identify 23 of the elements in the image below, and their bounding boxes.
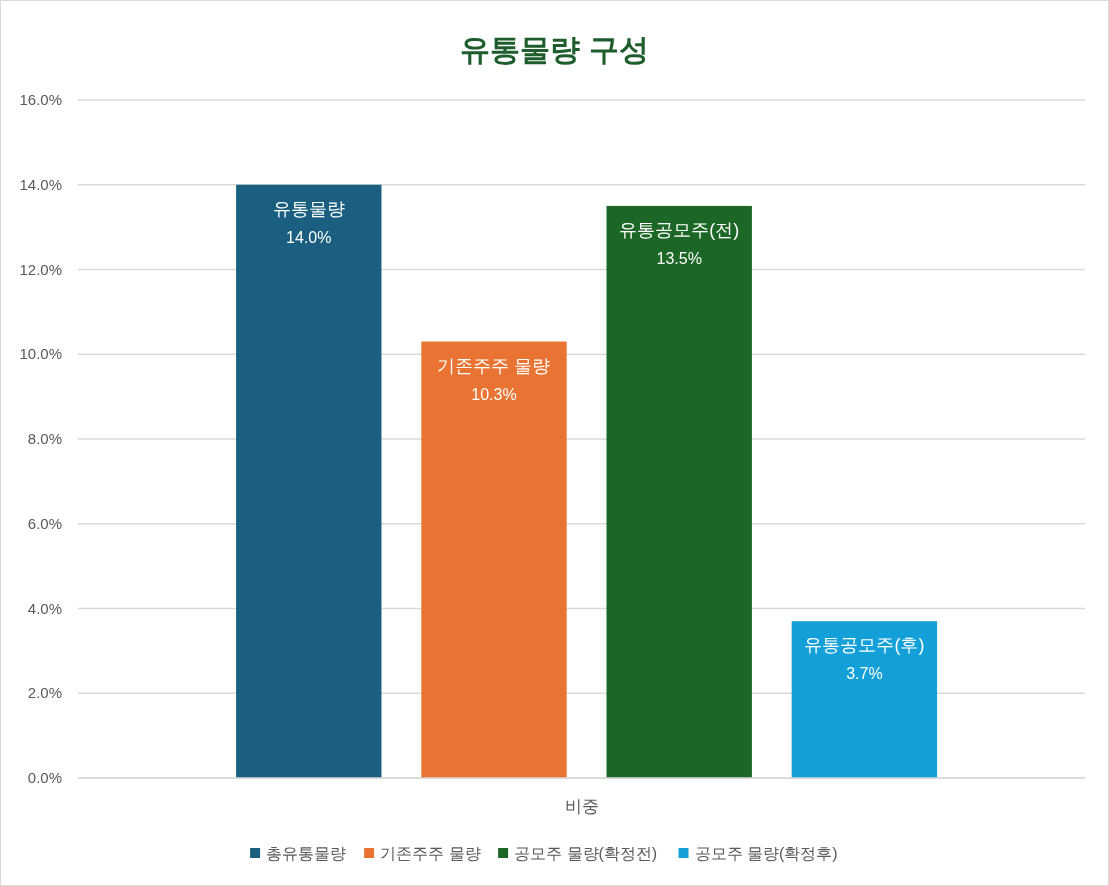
data-label: 유통공모주(후) 3.7% — [804, 635, 925, 683]
y-tick-label: 10.0% — [19, 345, 62, 363]
y-tick-label: 16.0% — [19, 91, 62, 108]
legend-label: 기존주주 물량 — [380, 845, 481, 862]
y-tick-label: 8.0% — [27, 430, 62, 447]
legend-label: 총유통물량 — [266, 845, 347, 862]
bar — [606, 205, 752, 778]
legend-label: 공모주 물량(확정전) — [514, 845, 658, 862]
y-tick-label: 2.0% — [27, 684, 62, 702]
x-tick-label: 비중 — [564, 797, 599, 816]
legend-label: 공모주 물량(확정후) — [694, 845, 838, 862]
bar — [236, 184, 382, 778]
data-label: 유통물량 14.0% — [272, 198, 345, 246]
y-tick-label: 6.0% — [27, 514, 62, 532]
data-label: 유통공모주(전) 13.5% — [619, 219, 740, 267]
y-tick-label: 14.0% — [19, 175, 62, 193]
data-label: 기존주주 물량 10.3% — [437, 355, 551, 403]
chart-title: 유통물량 구성 — [460, 33, 649, 66]
bar — [791, 621, 938, 778]
y-tick-label: 0.0% — [27, 769, 62, 786]
bar — [421, 341, 567, 778]
y-tick-label: 12.0% — [19, 260, 62, 278]
y-tick-label: 4.0% — [27, 599, 62, 617]
